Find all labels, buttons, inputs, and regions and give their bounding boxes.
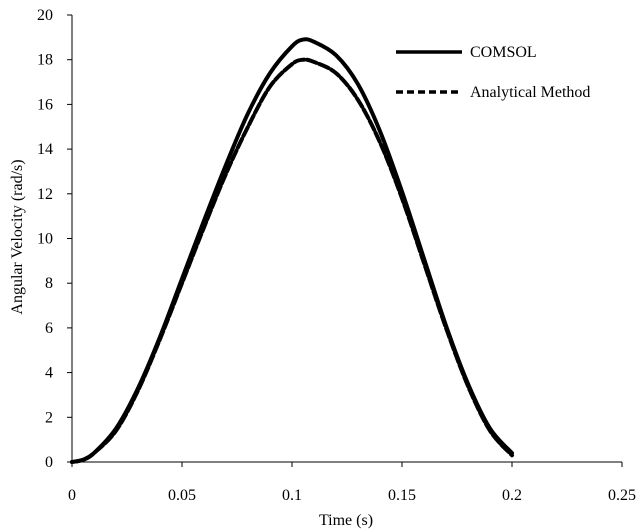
- series-layer: [70, 37, 514, 464]
- series-line-1: [70, 57, 514, 464]
- x-tick-label: 0.05: [168, 487, 196, 504]
- y-axis: 0 2 4 6 8 10 12 14 16 18 20: [37, 7, 73, 471]
- x-tick-label: 0.1: [282, 487, 302, 504]
- y-tick-label: 0: [45, 454, 53, 471]
- x-axis-title: Time (s): [319, 512, 373, 529]
- series-line-0: [70, 37, 514, 464]
- y-tick-label: 20: [37, 7, 53, 24]
- x-axis: 0 0.05 0.1 0.15 0.2 0.25: [68, 461, 636, 504]
- y-tick-label: 18: [37, 52, 53, 69]
- x-tick-label: 0: [68, 487, 76, 504]
- x-tick-label: 0.2: [502, 487, 522, 504]
- y-tick-label: 8: [45, 275, 53, 292]
- legend-label-analytical: Analytical Method: [470, 84, 590, 101]
- y-tick-label: 2: [45, 409, 53, 426]
- legend: COMSOL Analytical Method: [396, 44, 590, 101]
- x-tick-label: 0.25: [608, 487, 636, 504]
- y-tick-label: 12: [37, 186, 53, 203]
- y-tick-label: 14: [37, 141, 53, 158]
- y-tick-label: 4: [45, 365, 53, 382]
- y-tick-label: 16: [37, 96, 53, 113]
- y-tick-label: 6: [45, 320, 53, 337]
- x-tick-label: 0.15: [388, 487, 416, 504]
- y-tick-label: 10: [37, 231, 53, 248]
- y-axis-title: Angular Velocity (rad/s): [9, 159, 26, 314]
- legend-label-comsol: COMSOL: [470, 44, 537, 61]
